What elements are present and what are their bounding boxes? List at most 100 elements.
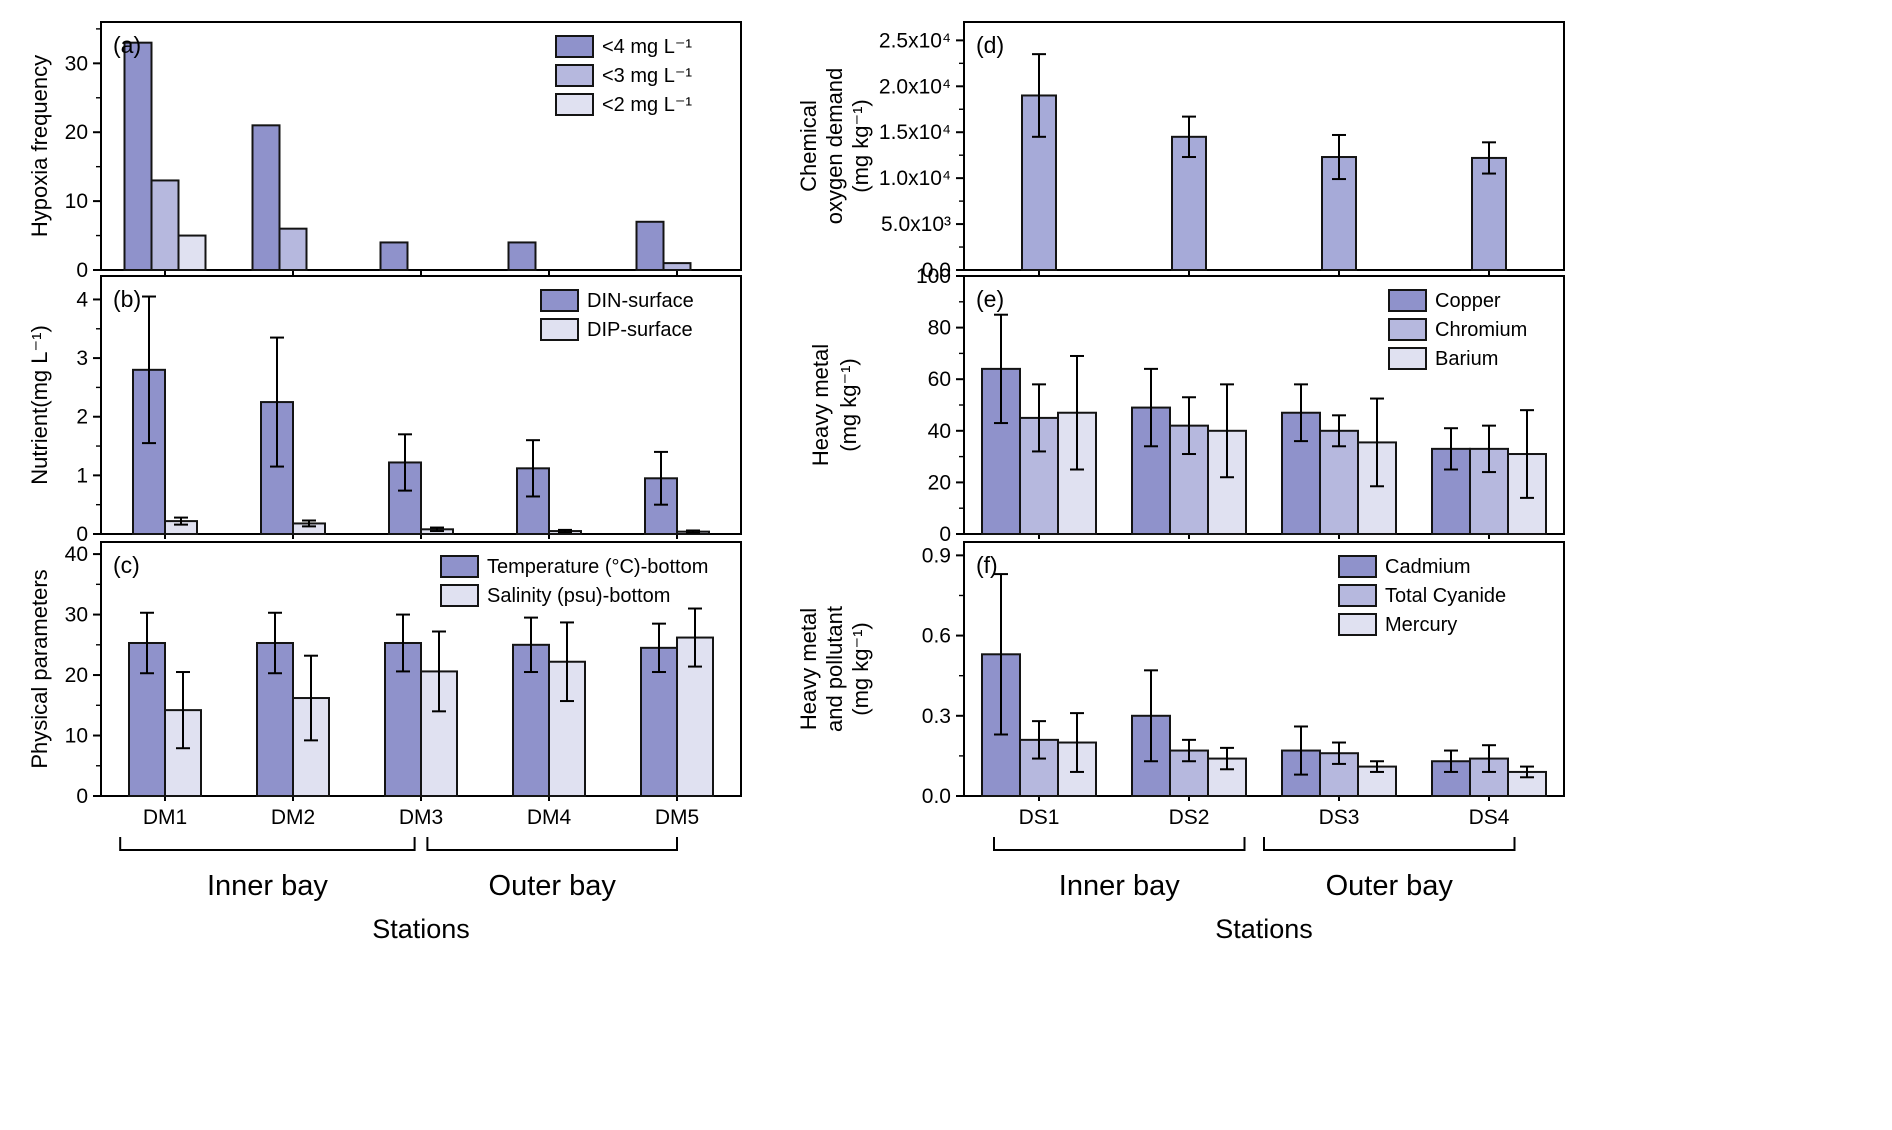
legend-swatch — [540, 289, 579, 312]
bar-<4 mg L⁻¹-DM1 — [123, 41, 153, 271]
y-tick-label: 100 — [916, 265, 951, 288]
x-category-label: DS1 — [1019, 806, 1060, 829]
legend-label: Salinity (psu)-bottom — [487, 585, 670, 607]
legend-label: Cadmium — [1385, 556, 1471, 578]
panel-letter: (a) — [113, 32, 141, 58]
y-tick-label: 30 — [65, 604, 88, 627]
y-tick-label: 3 — [76, 347, 88, 370]
y-tick-label: 0.0 — [922, 785, 951, 808]
y-tick-label: 2 — [76, 406, 88, 429]
bay-group-label: Outer bay — [489, 870, 617, 902]
y-tick-label: 30 — [65, 52, 88, 75]
bay-group-label: Inner bay — [1059, 870, 1180, 902]
legend-swatch — [1388, 289, 1427, 312]
legend-swatch — [555, 64, 594, 87]
legend-swatch — [1338, 613, 1377, 636]
panel-letter: (f) — [976, 552, 998, 578]
bar-<4 mg L⁻¹-DM4 — [507, 241, 537, 271]
plot-box — [100, 21, 742, 271]
panel-letter: (c) — [113, 552, 140, 578]
y-axis-title: and pollutant — [822, 606, 847, 732]
y-tick-label: 10 — [65, 725, 88, 748]
bar-series-DS4 — [1471, 156, 1507, 271]
y-tick-label: 10 — [65, 190, 88, 213]
bay-bracket — [993, 837, 1246, 851]
bar-<2 mg L⁻¹-DM1 — [177, 234, 207, 271]
bar-<3 mg L⁻¹-DM2 — [278, 227, 308, 272]
y-tick-label: 0 — [939, 523, 951, 546]
panel-letter: (e) — [976, 286, 1004, 312]
y-tick-label: 2.0x10⁴ — [879, 75, 951, 98]
y-tick-label: 20 — [65, 121, 88, 144]
bar-Salinity (psu)-bottom-DM3 — [420, 670, 458, 798]
legend-label: DIN-surface — [587, 290, 694, 312]
bay-group-label: Outer bay — [1326, 870, 1454, 902]
bay-bracket — [1263, 837, 1516, 851]
legend-label: Barium — [1435, 348, 1498, 370]
y-axis-title: Chemical — [796, 100, 821, 192]
bay-bracket — [119, 837, 416, 851]
x-category-label: DM1 — [143, 806, 187, 829]
panel-c-physical-parameters-chart: 0 10 20 30 40 (c) Physical parameters Temperatu… — [27, 541, 742, 902]
bar-<3 mg L⁻¹-DM5 — [662, 262, 692, 272]
y-tick-label: 0.0 — [922, 259, 951, 282]
y-axis-title: Hypoxia frequency — [27, 55, 52, 237]
bar-<4 mg L⁻¹-DM2 — [251, 124, 281, 272]
plot-box — [963, 21, 1565, 271]
legend-label: Chromium — [1435, 319, 1527, 341]
y-axis-title: Heavy metal — [796, 608, 821, 730]
y-tick-label: 5.0x10³ — [881, 213, 951, 236]
x-category-label: DS2 — [1169, 806, 1210, 829]
left-column: 0 10 20 30 (a) Hypoxia frequency <4 mg L⁻¹ <3 m… — [6, 10, 761, 945]
y-tick-label: 40 — [65, 543, 88, 566]
six-panel-bar-figure: 0 10 20 30 (a) Hypoxia frequency <4 mg L⁻¹ <3 m… — [6, 10, 1579, 945]
y-tick-label: 1 — [76, 464, 88, 487]
y-axis-title: (mg kg⁻¹) — [836, 358, 861, 452]
legend-swatch — [440, 584, 479, 607]
x-category-label: DS4 — [1469, 806, 1510, 829]
legend-label: <4 mg L⁻¹ — [602, 36, 692, 58]
y-axis-title: (mg kg⁻¹) — [848, 622, 873, 716]
right-column: 0.0 5.0x10³ 1.0x10⁴ 1.5x10⁴ 2.0x10⁴ 2.5x10⁴ (d… — [789, 10, 1579, 945]
x-category-label: DM5 — [655, 806, 699, 829]
panel-f-heavy-metal-pollutant-chart: 0.0 0.3 0.6 0.9 (f) Heavy metal and pollutant(… — [796, 541, 1565, 902]
legend-label: Mercury — [1385, 614, 1457, 636]
bar-<4 mg L⁻¹-DM3 — [379, 241, 409, 271]
x-category-label: DS3 — [1319, 806, 1360, 829]
y-tick-label: 80 — [928, 317, 951, 340]
panel-d-chemical-oxygen-demand-chart: 0.0 5.0x10³ 1.0x10⁴ 1.5x10⁴ 2.0x10⁴ 2.5x10⁴ (d… — [796, 21, 1565, 282]
legend-swatch — [1388, 347, 1427, 370]
panel-a-hypoxia-frequency-chart: 0 10 20 30 (a) Hypoxia frequency <4 mg L⁻¹ <3 m… — [27, 21, 742, 282]
legend-swatch — [555, 35, 594, 58]
panel-b-nutrient-chart: 0 1 2 3 4 (b) Nutrient(mg L⁻¹) DIN-surface DIP-s… — [27, 275, 742, 546]
legend-label: Temperature (°C)-bottom — [487, 556, 708, 578]
y-tick-label: 20 — [65, 664, 88, 687]
y-tick-label: 20 — [928, 471, 951, 494]
legend-label: Total Cyanide — [1385, 585, 1506, 607]
bar-Chromium-DS3 — [1319, 429, 1359, 535]
y-tick-label: 0.9 — [922, 544, 951, 567]
y-tick-label: 1.5x10⁴ — [879, 121, 951, 144]
panel-e-heavy-metal-chart: 0 20 40 60 80 100 (e) Heavy metal (mg kg⁻¹) Coppe… — [808, 265, 1565, 546]
x-category-label: DM4 — [527, 806, 572, 829]
legend-swatch — [1338, 555, 1377, 578]
y-tick-label: 40 — [928, 420, 951, 443]
y-tick-label: 0.3 — [922, 705, 951, 728]
y-axis-title: Heavy metal — [808, 344, 833, 466]
legend-label: Copper — [1435, 290, 1501, 312]
x-category-label: DM3 — [399, 806, 443, 829]
y-tick-label: 1.0x10⁴ — [879, 167, 951, 190]
y-tick-label: 0.6 — [922, 625, 951, 648]
panel-letter: (b) — [113, 286, 141, 312]
y-tick-label: 0 — [76, 259, 88, 282]
y-tick-label: 0 — [76, 785, 88, 808]
y-tick-label: 0 — [76, 523, 88, 546]
bar-<3 mg L⁻¹-DM1 — [150, 179, 180, 271]
y-tick-label: 60 — [928, 368, 951, 391]
bar-Salinity (psu)-bottom-DM1 — [164, 709, 202, 797]
y-axis-title: (mg kg⁻¹) — [848, 99, 873, 193]
legend-swatch — [440, 555, 479, 578]
legend-label: <2 mg L⁻¹ — [602, 94, 692, 116]
legend-swatch — [540, 318, 579, 341]
legend-swatch — [1388, 318, 1427, 341]
